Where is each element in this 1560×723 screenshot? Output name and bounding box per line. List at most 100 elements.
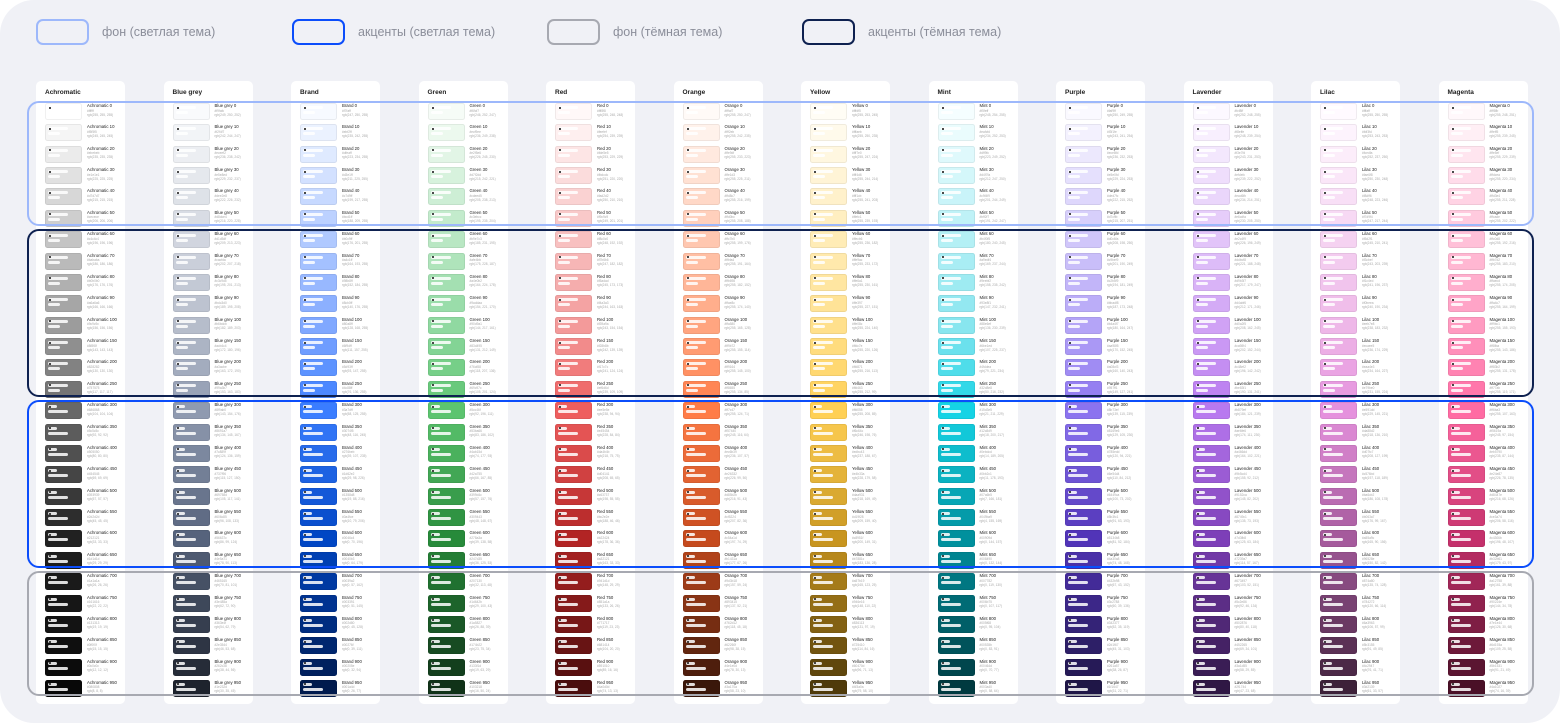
color-swatch-item[interactable]: Blue grey 50 #d8dce4 rgb(216, 220, 228)	[172, 209, 253, 228]
color-swatch-item[interactable]: Purple 20 #ece8fd rgb(236, 232, 253)	[1065, 145, 1145, 164]
color-swatch-item[interactable]: Green 90 #9addaa rgb(154, 221, 170)	[427, 295, 508, 313]
color-swatch-item[interactable]: Red 40 #fad2d2 rgb(250, 210, 210)	[555, 188, 635, 206]
color-swatch-item[interactable]: Orange 600 #c54a1d rgb(197, 74, 29)	[682, 530, 763, 548]
color-swatch-item[interactable]: Red 500 #c63737 rgb(198, 55, 55)	[555, 487, 635, 506]
color-swatch-item[interactable]: Orange 300 #ff7c47 rgb(255, 124, 71)	[682, 402, 763, 420]
color-swatch-item[interactable]: Lilac 950 #3d2139 rgb(61, 33, 57)	[1320, 679, 1400, 698]
color-swatch-item[interactable]: Green 10 #ecf9ee rgb(236, 249, 238)	[427, 124, 508, 142]
color-swatch-item[interactable]: Lavender 750 #5c2e86 rgb(92, 46, 134)	[1192, 594, 1273, 613]
color-swatch-item[interactable]: Brand 50 #bcd1ff rgb(188, 209, 255)	[300, 209, 380, 228]
color-swatch-item[interactable]: Magenta 850 #6d193a rgb(109, 25, 58)	[1447, 637, 1528, 655]
color-swatch-item[interactable]: Lilac 50 #f7d9f4 rgb(247, 217, 244)	[1320, 209, 1400, 228]
color-swatch-item[interactable]: Brand 400 #276beb rgb(39, 107, 235)	[300, 444, 380, 463]
color-swatch-item[interactable]: Green 650 #247d35 rgb(36, 125, 53)	[427, 551, 508, 570]
color-swatch-item[interactable]: Green 450 #42a755 rgb(66, 167, 85)	[427, 466, 508, 484]
color-swatch-item[interactable]: Achromatic 30 #e1e1e1 rgb(225, 225, 225)	[45, 167, 125, 185]
color-swatch-item[interactable]: Yellow 30 #fff4d6 rgb(255, 244, 214)	[810, 167, 890, 185]
color-swatch-item[interactable]: Magenta 550 #ce3a74 rgb(206, 58, 116)	[1447, 509, 1528, 527]
color-swatch-item[interactable]: Orange 900 #4e1e0d rgb(78, 30, 13)	[682, 658, 763, 677]
color-swatch-item[interactable]: Red 800 #771717 rgb(119, 23, 23)	[555, 615, 635, 634]
color-swatch-item[interactable]: Blue grey 10 #f2f4f7 rgb(242, 244, 247)	[172, 124, 253, 142]
color-swatch-item[interactable]: Lilac 300 #e591dd rgb(229, 145, 221)	[1320, 402, 1400, 420]
color-swatch-item[interactable]: Lilac 40 #f8dff6 rgb(248, 223, 246)	[1320, 188, 1400, 206]
color-swatch-item[interactable]: Mint 50 #bff2f7 rgb(191, 242, 247)	[937, 209, 1018, 228]
color-swatch-item[interactable]: Orange 60 #ffc7b0 rgb(255, 199, 176)	[682, 231, 763, 249]
color-swatch-item[interactable]: Brand 100 #80a8ff rgb(128, 168, 255)	[300, 316, 380, 335]
color-swatch-item[interactable]: Achromatic 40 #d7d7d7 rgb(215, 215, 215)	[45, 188, 125, 206]
color-swatch-item[interactable]: Yellow 650 #b7881c rgb(183, 136, 28)	[810, 551, 890, 570]
color-swatch-item[interactable]: Yellow 50 #ffefc1 rgb(255, 239, 193)	[810, 209, 890, 228]
color-swatch-item[interactable]: Blue grey 450 #737f96 rgb(115, 127, 150)	[172, 466, 253, 484]
color-swatch-item[interactable]: Magenta 300 #ff6ba3 rgb(255, 107, 163)	[1447, 402, 1528, 420]
color-swatch-item[interactable]: Brand 550 #0a4fce rgb(10, 79, 206)	[300, 509, 380, 527]
color-swatch-item[interactable]: Green 70 #afe4bb rgb(175, 228, 187)	[427, 252, 508, 271]
color-swatch-item[interactable]: Mint 500 #07a6b5 rgb(7, 166, 181)	[937, 487, 1018, 506]
color-swatch-item[interactable]: Brand 450 #1d62e2 rgb(29, 98, 226)	[300, 466, 380, 484]
color-swatch-item[interactable]: Green 350 #53ba66 rgb(83, 186, 102)	[427, 423, 508, 442]
color-swatch-item[interactable]: Orange 350 #f57440 rgb(245, 116, 64)	[682, 423, 763, 442]
color-swatch-item[interactable]: Mint 100 #88e6ef rgb(136, 230, 239)	[937, 316, 1018, 335]
color-swatch-item[interactable]: Blue grey 200 #a3acbe rgb(163, 172, 190)	[172, 359, 253, 377]
color-swatch-item[interactable]: Orange 450 #e26332 rgb(226, 99, 50)	[682, 466, 763, 484]
color-swatch-item[interactable]: Yellow 450 #e4b33a rgb(228, 179, 58)	[810, 466, 890, 484]
color-swatch-item[interactable]: Lavender 900 #3a1d55 rgb(58, 29, 85)	[1192, 658, 1273, 677]
color-swatch-item[interactable]: Yellow 100 #ffe08c rgb(255, 224, 140)	[810, 316, 890, 335]
color-swatch-item[interactable]: Yellow 80 #ffe6a1 rgb(255, 230, 161)	[810, 273, 890, 292]
color-swatch-item[interactable]: Purple 100 #b4a4f7 rgb(180, 164, 247)	[1065, 316, 1145, 335]
color-swatch-item[interactable]: Purple 90 #bbadf8 rgb(187, 173, 248)	[1065, 295, 1145, 313]
color-swatch-item[interactable]: Mint 200 #4fddea rgb(79, 221, 234)	[937, 359, 1018, 377]
color-swatch-item[interactable]: Blue grey 40 #dee2e8 rgb(222, 226, 232)	[172, 188, 253, 206]
color-swatch-item[interactable]: Yellow 200 #ffd871 rgb(255, 216, 113)	[810, 359, 890, 377]
color-swatch-item[interactable]: Blue grey 350 #8691a7 rgb(134, 145, 167)	[172, 423, 253, 442]
color-swatch-item[interactable]: Magenta 650 #b32b61 rgb(179, 43, 97)	[1447, 551, 1528, 570]
color-swatch-item[interactable]: Green 400 #4ab15d rgb(74, 177, 93)	[427, 444, 508, 463]
color-swatch-item[interactable]: Purple 950 #1f1647 rgb(31, 22, 71)	[1065, 679, 1145, 698]
color-swatch-item[interactable]: Purple 700 #432b98 rgb(67, 43, 152)	[1065, 573, 1145, 591]
color-swatch-item[interactable]: Yellow 70 #ffe9ac rgb(255, 233, 172)	[810, 252, 890, 271]
color-swatch-item[interactable]: Magenta 200 #ff83b2 rgb(255, 131, 178)	[1447, 359, 1528, 377]
color-swatch-item[interactable]: Brand 850 #00276f rgb(0, 39, 111)	[300, 637, 380, 655]
color-swatch-item[interactable]: Purple 800 #342377 rgb(52, 35, 119)	[1065, 615, 1145, 634]
color-swatch-item[interactable]: Yellow 950 #4f3a0a rgb(79, 58, 10)	[810, 679, 890, 698]
color-swatch-item[interactable]: Red 0 #fff8f8 rgb(255, 248, 248)	[555, 103, 635, 121]
color-swatch-item[interactable]: Purple 600 #5134b8 rgb(81, 52, 184)	[1065, 530, 1145, 548]
color-swatch-item[interactable]: Blue grey 550 #606c85 rgb(96, 108, 133)	[172, 509, 253, 527]
color-swatch-item[interactable]: Lilac 150 #ecaee5 rgb(236, 174, 229)	[1320, 338, 1400, 356]
color-swatch-item[interactable]: Lilac 600 #a55a9c rgb(165, 90, 156)	[1320, 530, 1400, 548]
color-swatch-item[interactable]: Purple 500 #6449ca rgb(100, 73, 202)	[1065, 487, 1145, 506]
color-swatch-item[interactable]: Blue grey 90 #bdc3d0 rgb(189, 195, 208)	[172, 295, 253, 313]
color-swatch-item[interactable]: Blue grey 850 #2e3544 rgb(46, 53, 68)	[172, 637, 253, 655]
color-swatch-item[interactable]: Achromatic 300 #686868 rgb(104, 104, 104)	[45, 402, 125, 420]
color-swatch-item[interactable]: Achromatic 650 #1d1d1d rgb(29, 29, 29)	[45, 551, 125, 570]
color-swatch-item[interactable]: Purple 250 #957ff1 rgb(149, 127, 241)	[1065, 380, 1145, 399]
color-swatch-item[interactable]: Lavender 700 #673497 rgb(103, 52, 151)	[1192, 573, 1273, 591]
color-swatch-item[interactable]: Purple 550 #5b3fc1 rgb(91, 63, 193)	[1065, 509, 1145, 527]
color-swatch-item[interactable]: Orange 650 #b1431a rgb(177, 67, 26)	[682, 551, 763, 570]
color-swatch-item[interactable]: Blue grey 700 #465165 rgb(70, 81, 101)	[172, 573, 253, 591]
color-swatch-item[interactable]: Magenta 450 #e24e87 rgb(226, 78, 135)	[1447, 466, 1528, 484]
color-swatch-item[interactable]: Brand 500 #1358d8 rgb(19, 88, 216)	[300, 487, 380, 506]
color-swatch-item[interactable]: Red 100 #f39a9a rgb(243, 154, 154)	[555, 316, 635, 335]
color-swatch-item[interactable]: Lilac 650 #96528e rgb(150, 82, 142)	[1320, 551, 1400, 570]
color-swatch-item[interactable]: Green 20 #e2f5e6 rgb(226, 245, 230)	[427, 145, 508, 164]
color-swatch-item[interactable]: Yellow 150 #ffdc7e rgb(255, 220, 126)	[810, 338, 890, 356]
color-swatch-item[interactable]: Orange 30 #ffe1d3 rgb(255, 225, 211)	[682, 167, 763, 185]
color-swatch-item[interactable]: Blue grey 500 #69758d rgb(105, 117, 141)	[172, 487, 253, 506]
color-swatch-item[interactable]: Achromatic 250 #757575 rgb(117, 117, 117)	[45, 380, 125, 399]
color-swatch-item[interactable]: Lavender 400 #a466dd rgb(164, 102, 221)	[1192, 444, 1273, 463]
color-swatch-item[interactable]: Lilac 100 #eeb7e8 rgb(238, 183, 232)	[1320, 316, 1400, 335]
color-swatch-item[interactable]: Yellow 20 #fff7e0 rgb(255, 247, 224)	[810, 145, 890, 164]
color-swatch-item[interactable]: Purple 150 #aa98f5 rgb(170, 152, 245)	[1065, 338, 1145, 356]
color-swatch-item[interactable]: Magenta 70 #ffb7d2 rgb(255, 183, 210)	[1447, 252, 1528, 271]
color-swatch-item[interactable]: Achromatic 500 #393939 rgb(57, 57, 57)	[45, 487, 125, 506]
color-swatch-item[interactable]: Mint 800 #005f68 rgb(0, 95, 104)	[937, 615, 1018, 634]
color-swatch-item[interactable]: Achromatic 70 #bababa rgb(186, 186, 186)	[45, 252, 125, 271]
color-swatch-item[interactable]: Magenta 40 #ffd3e4 rgb(255, 211, 228)	[1447, 188, 1528, 206]
color-swatch-item[interactable]: Blue grey 30 #e5e8ed rgb(229, 232, 237)	[172, 167, 253, 185]
color-swatch-item[interactable]: Lavender 50 #e6cdfa rgb(230, 205, 250)	[1192, 209, 1273, 228]
color-swatch-item[interactable]: Orange 700 #9d3b18 rgb(157, 59, 24)	[682, 573, 763, 591]
color-swatch-item[interactable]: Mint 300 #15d3e5 rgb(21, 211, 229)	[937, 402, 1018, 420]
color-swatch-item[interactable]: Purple 200 #a08cf3 rgb(160, 140, 243)	[1065, 359, 1145, 377]
color-swatch-item[interactable]: Purple 750 #3c2788 rgb(60, 39, 136)	[1065, 594, 1145, 613]
color-swatch-item[interactable]: Lilac 10 #fdf3fd rgb(253, 243, 253)	[1320, 124, 1400, 142]
